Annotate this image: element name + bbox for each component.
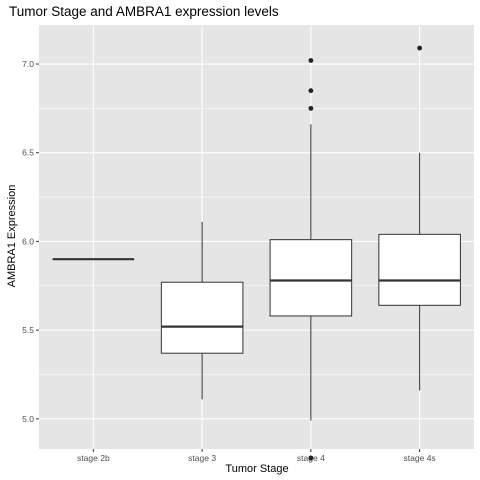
box-iqr <box>160 281 244 354</box>
outlier-point <box>308 88 314 94</box>
box-iqr <box>269 239 353 317</box>
y-tick-label: 5.0 <box>22 414 34 424</box>
y-tick-label: 6.0 <box>22 236 34 246</box>
y-tick-label: 6.5 <box>22 148 34 158</box>
outlier-point <box>417 45 423 51</box>
x-tick-label: stage 3 <box>188 453 216 463</box>
outlier-point <box>308 105 314 111</box>
outlier-point <box>308 455 314 461</box>
outlier-point <box>308 58 314 63</box>
x-tick-label: stage 4s <box>404 453 436 463</box>
x-tick-label: stage 2b <box>77 453 110 463</box>
box-iqr <box>378 233 461 306</box>
x-axis-title: Tumor Stage <box>225 463 288 475</box>
chart-title: Tumor Stage and AMBRA1 expression levels <box>9 4 279 19</box>
y-axis-title: AMBRA1 Expression <box>6 185 18 288</box>
y-tick-label: 5.5 <box>22 325 34 335</box>
y-tick-label: 7.0 <box>22 59 34 69</box>
